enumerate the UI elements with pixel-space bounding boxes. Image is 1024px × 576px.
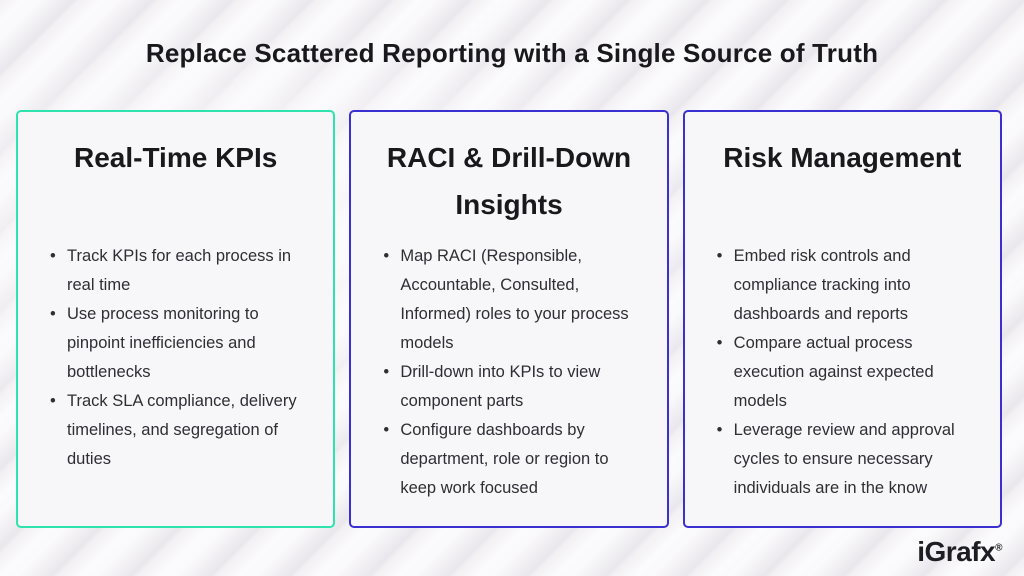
card-heading: Risk Management xyxy=(723,142,962,173)
registered-trademark-icon: ® xyxy=(995,542,1002,554)
bullet-item: Configure dashboards by department, role… xyxy=(383,416,648,503)
card-raci-drill-down-insights: RACI & Drill-Down Insights Map RACI (Res… xyxy=(349,110,669,528)
igrafx-logo: iGrafx® xyxy=(917,536,1002,568)
bullet-item: Use process monitoring to pinpoint ineff… xyxy=(50,300,315,387)
card-real-time-kpis: Real-Time KPIs Track KPIs for each proce… xyxy=(16,110,336,528)
cards-row: Real-Time KPIs Track KPIs for each proce… xyxy=(16,110,1002,528)
card-heading: Real-Time KPIs xyxy=(73,142,278,173)
bullet-item: Compare actual process execution against… xyxy=(717,329,982,416)
bullet-item: Embed risk controls and compliance track… xyxy=(717,242,982,329)
bullet-item: Track SLA compliance, delivery timelines… xyxy=(50,387,315,474)
card-risk-management: Risk Management Embed risk controls and … xyxy=(682,110,1002,528)
bullet-item: Track KPIs for each process in real time xyxy=(50,242,315,300)
bullet-list: Embed risk controls and compliance track… xyxy=(717,242,982,503)
page-title: Replace Scattered Reporting with a Singl… xyxy=(145,38,879,68)
bullet-item: Map RACI (Responsible, Accountable, Cons… xyxy=(383,242,648,358)
bullet-list: Map RACI (Responsible, Accountable, Cons… xyxy=(383,242,648,503)
bullet-list: Track KPIs for each process in real time… xyxy=(50,242,315,474)
bullet-item: Leverage review and approval cycles to e… xyxy=(717,416,982,503)
logo-text: iGrafx xyxy=(917,536,996,567)
bullet-item: Drill-down into KPIs to view component p… xyxy=(383,358,648,416)
card-heading: RACI & Drill-Down Insights xyxy=(386,142,632,220)
